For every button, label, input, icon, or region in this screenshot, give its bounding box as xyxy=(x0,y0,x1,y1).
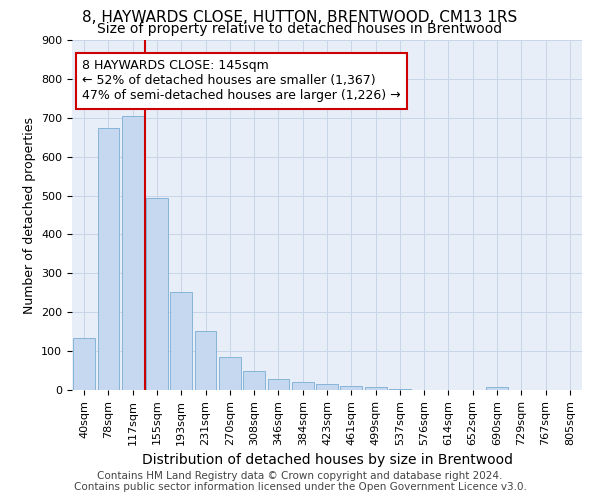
Bar xyxy=(243,370,265,390)
Bar xyxy=(316,384,338,390)
Bar xyxy=(194,331,217,390)
Text: Size of property relative to detached houses in Brentwood: Size of property relative to detached ho… xyxy=(97,22,503,36)
Text: 8 HAYWARDS CLOSE: 145sqm
← 52% of detached houses are smaller (1,367)
47% of sem: 8 HAYWARDS CLOSE: 145sqm ← 52% of detach… xyxy=(82,59,401,102)
Bar xyxy=(292,382,314,390)
Bar xyxy=(170,292,192,390)
Bar xyxy=(122,116,143,390)
Text: 8, HAYWARDS CLOSE, HUTTON, BRENTWOOD, CM13 1RS: 8, HAYWARDS CLOSE, HUTTON, BRENTWOOD, CM… xyxy=(82,10,518,25)
X-axis label: Distribution of detached houses by size in Brentwood: Distribution of detached houses by size … xyxy=(142,453,512,467)
Bar xyxy=(97,128,119,390)
Bar xyxy=(486,387,508,390)
Text: Contains HM Land Registry data © Crown copyright and database right 2024.
Contai: Contains HM Land Registry data © Crown c… xyxy=(74,471,526,492)
Bar xyxy=(268,379,289,390)
Y-axis label: Number of detached properties: Number of detached properties xyxy=(23,116,35,314)
Bar xyxy=(340,386,362,390)
Bar xyxy=(73,338,95,390)
Bar xyxy=(389,389,411,390)
Bar xyxy=(146,198,168,390)
Bar xyxy=(219,357,241,390)
Bar xyxy=(365,388,386,390)
